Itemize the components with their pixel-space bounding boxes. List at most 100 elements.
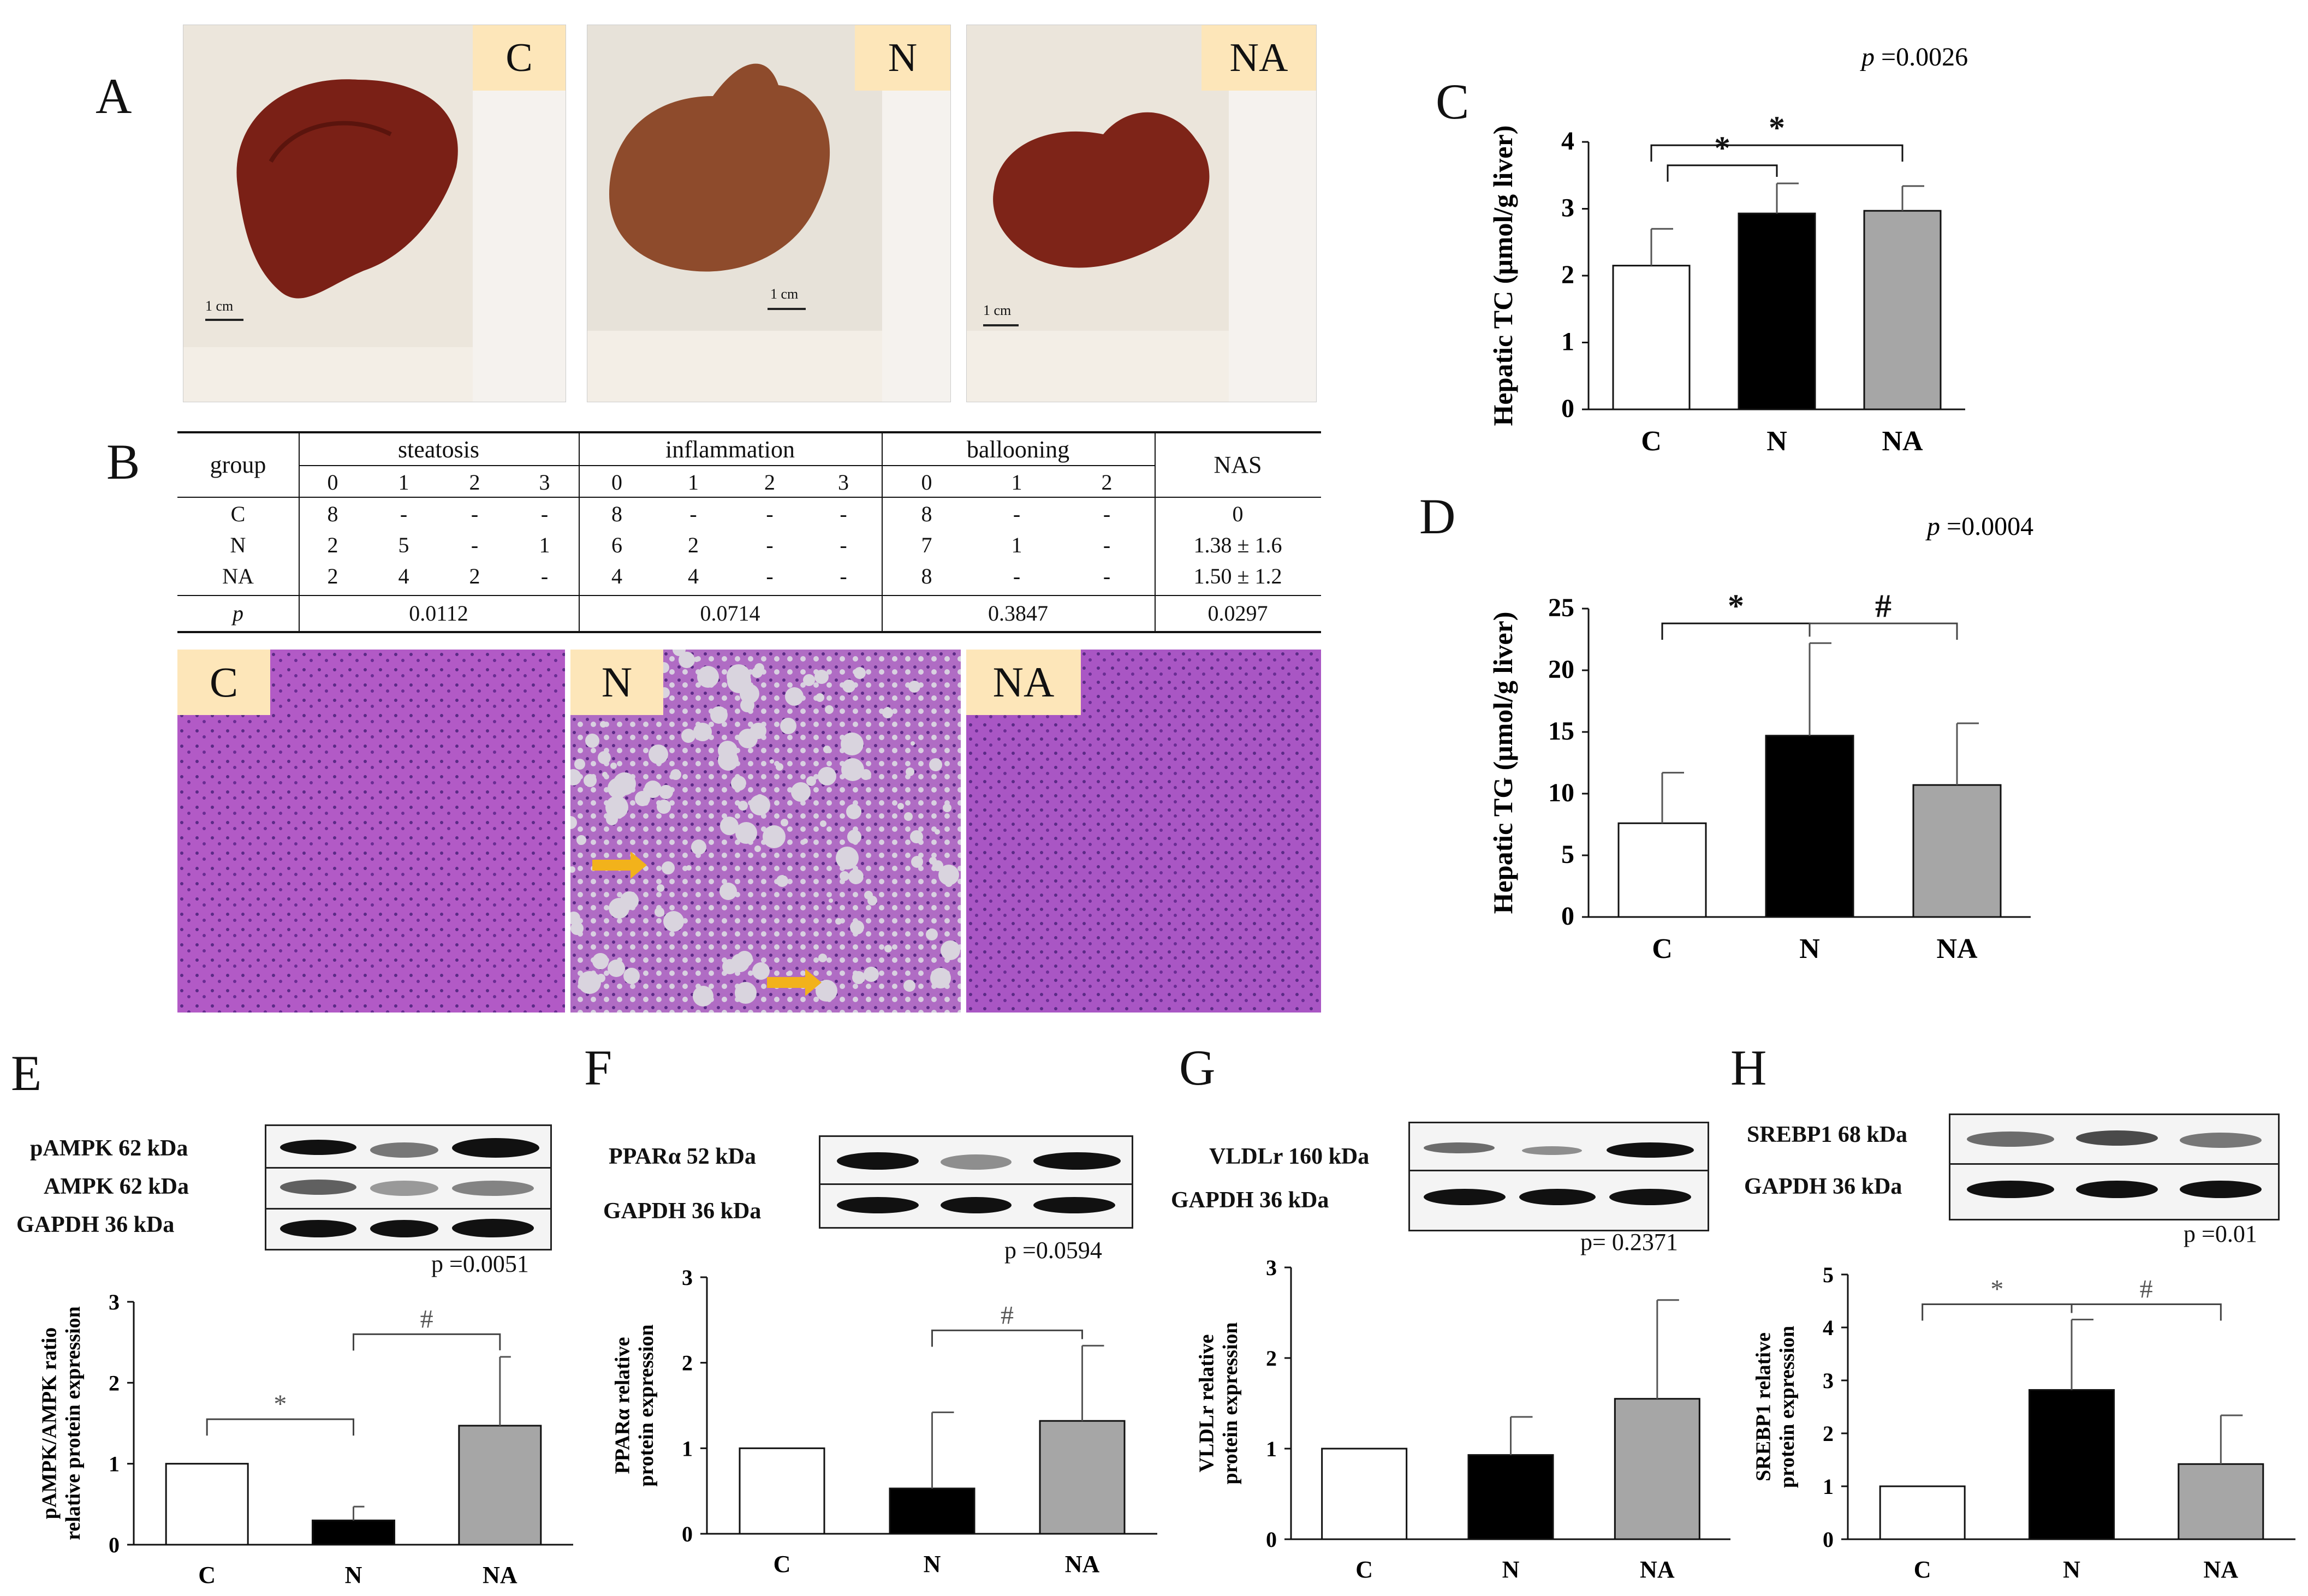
lipid-vacuole [740, 698, 754, 712]
lipid-vacuole [606, 813, 618, 825]
blot-band [1609, 1189, 1691, 1205]
blot-band [2180, 1181, 2262, 1198]
lipid-vacuole [584, 774, 597, 787]
significance-star: * [273, 1390, 287, 1419]
lipid-vacuole [727, 664, 751, 688]
blot-label-vldlr: VLDLr 160 kDa [1209, 1144, 1370, 1169]
bar-na [1912, 784, 2002, 918]
blot-f [819, 1135, 1133, 1229]
y-tick-label: 10 [1548, 778, 1574, 807]
lipid-vacuole [836, 847, 859, 870]
table-divider [1155, 431, 1156, 633]
lipid-vacuole [578, 971, 601, 994]
table-divider [882, 431, 883, 633]
y-tick-label: 3 [1823, 1368, 1834, 1393]
lipid-vacuole [752, 962, 770, 980]
lipid-vacuole [829, 898, 833, 903]
blot-band [941, 1197, 1012, 1213]
table-p-ballooning: 0.3847 [988, 601, 1048, 626]
histology-tag-n: N [570, 650, 663, 715]
lipid-vacuole [693, 723, 712, 741]
y-tick-label: 3 [682, 1265, 693, 1290]
significance-star: * [1769, 110, 1785, 146]
lipid-vacuole [657, 884, 664, 892]
bar-n [1765, 735, 1854, 918]
lipid-vacuole [842, 680, 855, 693]
blot-divider [266, 1208, 550, 1210]
x-tick-label: C [1641, 426, 1662, 457]
lipid-vacuole [785, 687, 804, 706]
blot-label-ppara: PPARα 52 kDa [609, 1144, 756, 1169]
lipid-vacuole [722, 959, 737, 974]
lipid-vacuole [904, 812, 913, 821]
lipid-vacuole [786, 972, 790, 976]
blot-band [1967, 1132, 2054, 1147]
lipid-vacuole [600, 721, 606, 728]
table-cell: - [1013, 502, 1021, 526]
table-divider [299, 431, 300, 633]
blot-band [1424, 1189, 1506, 1205]
p-value-label: p =0.0004 [1925, 512, 2033, 541]
table-p-inflammation: 0.0714 [700, 601, 760, 626]
bar-na [1863, 210, 1942, 410]
lipid-vacuole [800, 783, 807, 789]
lipid-vacuole [718, 750, 739, 771]
x-tick-label: N [1766, 426, 1787, 457]
blot-label-gapdh: GAPDH 36 kDa [1171, 1188, 1329, 1213]
y-tick-label: 0 [1266, 1527, 1277, 1552]
y-tick-label: 0 [1823, 1527, 1834, 1552]
p-value-number: =0.0004 [1940, 512, 2033, 541]
y-tick-label: 3 [1561, 194, 1574, 223]
significance-bracket [1922, 1303, 2073, 1321]
blot-band [370, 1181, 438, 1196]
lipid-vacuole [679, 652, 695, 668]
p-value-g: p= 0.2371 [1580, 1229, 1678, 1255]
blot-band [837, 1152, 919, 1170]
y-axis-label-line: protein expression [635, 1324, 658, 1486]
blot-band [837, 1197, 919, 1213]
table-rule-p [177, 595, 1321, 596]
y-tick-label: 2 [1266, 1346, 1277, 1371]
blot-band [370, 1220, 438, 1237]
photo-tag-n: N [855, 25, 950, 91]
table-p-steatosis: 0.0112 [409, 601, 468, 626]
histology-n: N [570, 650, 961, 1013]
blot-divider [1950, 1163, 2278, 1165]
lipid-vacuole [738, 801, 748, 811]
lipid-vacuole [823, 746, 831, 753]
histology-na: NA [966, 650, 1321, 1013]
bar-n [2029, 1389, 2115, 1540]
y-axis-label: Hepatic TC (μmol/g liver) [1488, 126, 1518, 426]
table-cell: 2 [469, 564, 480, 588]
y-axis-label-line: pAMPK/AMPK ratio [38, 1327, 61, 1519]
chart-hepatic-tc: 0 1 2 3 4 Hepatic TC (μmol/g liver) C N NA * * p =0… [1488, 43, 1968, 457]
scale-bar-label: 1 cm [770, 286, 799, 302]
blot-divider [1410, 1170, 1708, 1171]
lipid-vacuole [753, 799, 768, 814]
lipid-vacuole [598, 751, 611, 764]
blot-band [1519, 1189, 1596, 1205]
lipid-vacuole [570, 866, 575, 873]
table-rule-head [177, 497, 1321, 498]
y-tick-label: 2 [682, 1351, 693, 1375]
blot-band [1033, 1197, 1115, 1213]
y-tick-label: 15 [1548, 717, 1574, 746]
p-value-number: =0.0026 [1875, 43, 1968, 72]
table-cell: - [1103, 533, 1111, 557]
chart-hepatic-tg: 0 5 10 15 20 25 Hepatic TG (μmol/g liver) C N NA *… [1488, 512, 2033, 964]
panel-label-f: F [584, 1040, 612, 1095]
lipid-vacuole [623, 968, 640, 984]
y-tick-label: 4 [1561, 127, 1574, 156]
y-tick-label: 3 [109, 1290, 120, 1314]
table-p-label: p [233, 601, 243, 626]
lipid-vacuole [720, 817, 739, 835]
lipid-vacuole [649, 745, 668, 764]
lipid-vacuole [854, 667, 866, 679]
significance-star: * [1990, 1275, 2003, 1303]
y-axis-label: pAMPK/AMPK ratiorelative protein express… [38, 1306, 85, 1540]
significance-bracket [1667, 164, 1778, 182]
y-tick-label: 1 [1266, 1437, 1277, 1461]
table-header-steatosis: steatosis [397, 436, 480, 463]
table-row-group: C [230, 502, 246, 526]
lipid-vacuole [731, 776, 746, 791]
